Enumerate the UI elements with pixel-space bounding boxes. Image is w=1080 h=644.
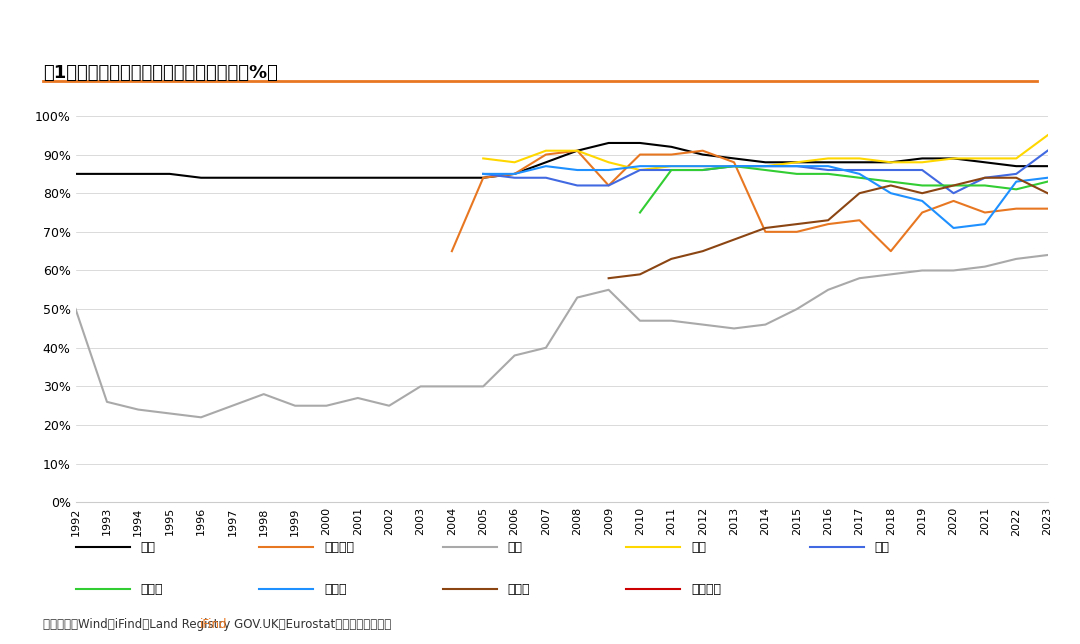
Text: 法国: 法国 [875,541,890,554]
Text: iFind: iFind [200,618,227,631]
Text: 资料来源：Wind，iFind，Land Registry GOV.UK，Eurostat，天风证券研究所: 资料来源：Wind，iFind，Land Registry GOV.UK，Eur… [43,618,391,631]
Text: 中国内地: 中国内地 [691,583,721,596]
Text: 中国香港: 中国香港 [324,541,354,554]
Text: 日本: 日本 [508,541,523,554]
Text: 英国: 英国 [691,541,706,554]
Text: 葡萄牙: 葡萄牙 [508,583,530,596]
Text: 爱尔兰: 爱尔兰 [140,583,163,596]
Text: 图1：主要经济体二手房成交占比（单位：%）: 图1：主要经济体二手房成交占比（单位：%） [43,64,278,82]
Text: 美国: 美国 [140,541,156,554]
Text: 奥地利: 奥地利 [324,583,347,596]
